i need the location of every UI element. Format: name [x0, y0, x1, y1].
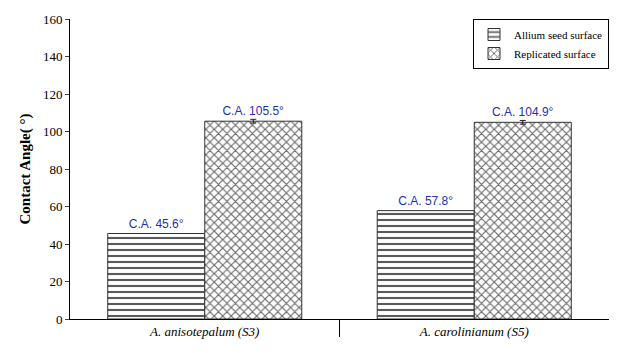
svg-text:Contact Angle( °): Contact Angle( °) — [17, 114, 34, 225]
svg-text:0: 0 — [56, 312, 63, 327]
svg-text:C.A. 104.9°: C.A. 104.9° — [492, 105, 554, 119]
svg-text:C.A. 45.6°: C.A. 45.6° — [129, 217, 184, 231]
svg-text:C.A. 57.8°: C.A. 57.8° — [398, 194, 453, 208]
svg-text:80: 80 — [49, 162, 62, 177]
svg-text:60: 60 — [49, 199, 62, 214]
svg-text:A. anisotepalum (S3): A. anisotepalum (S3) — [149, 324, 259, 339]
svg-text:Replicated surface: Replicated surface — [514, 48, 596, 60]
svg-text:160: 160 — [43, 12, 63, 27]
svg-text:100: 100 — [43, 124, 63, 139]
svg-text:140: 140 — [43, 49, 63, 64]
svg-text:40: 40 — [49, 237, 62, 252]
svg-text:20: 20 — [49, 274, 62, 289]
svg-text:A. carolinianum (S5): A. carolinianum (S5) — [419, 324, 529, 339]
svg-text:120: 120 — [43, 87, 63, 102]
svg-text:C.A. 105.5°: C.A. 105.5° — [222, 104, 284, 118]
svg-text:Allium seed surface: Allium seed surface — [514, 29, 602, 41]
